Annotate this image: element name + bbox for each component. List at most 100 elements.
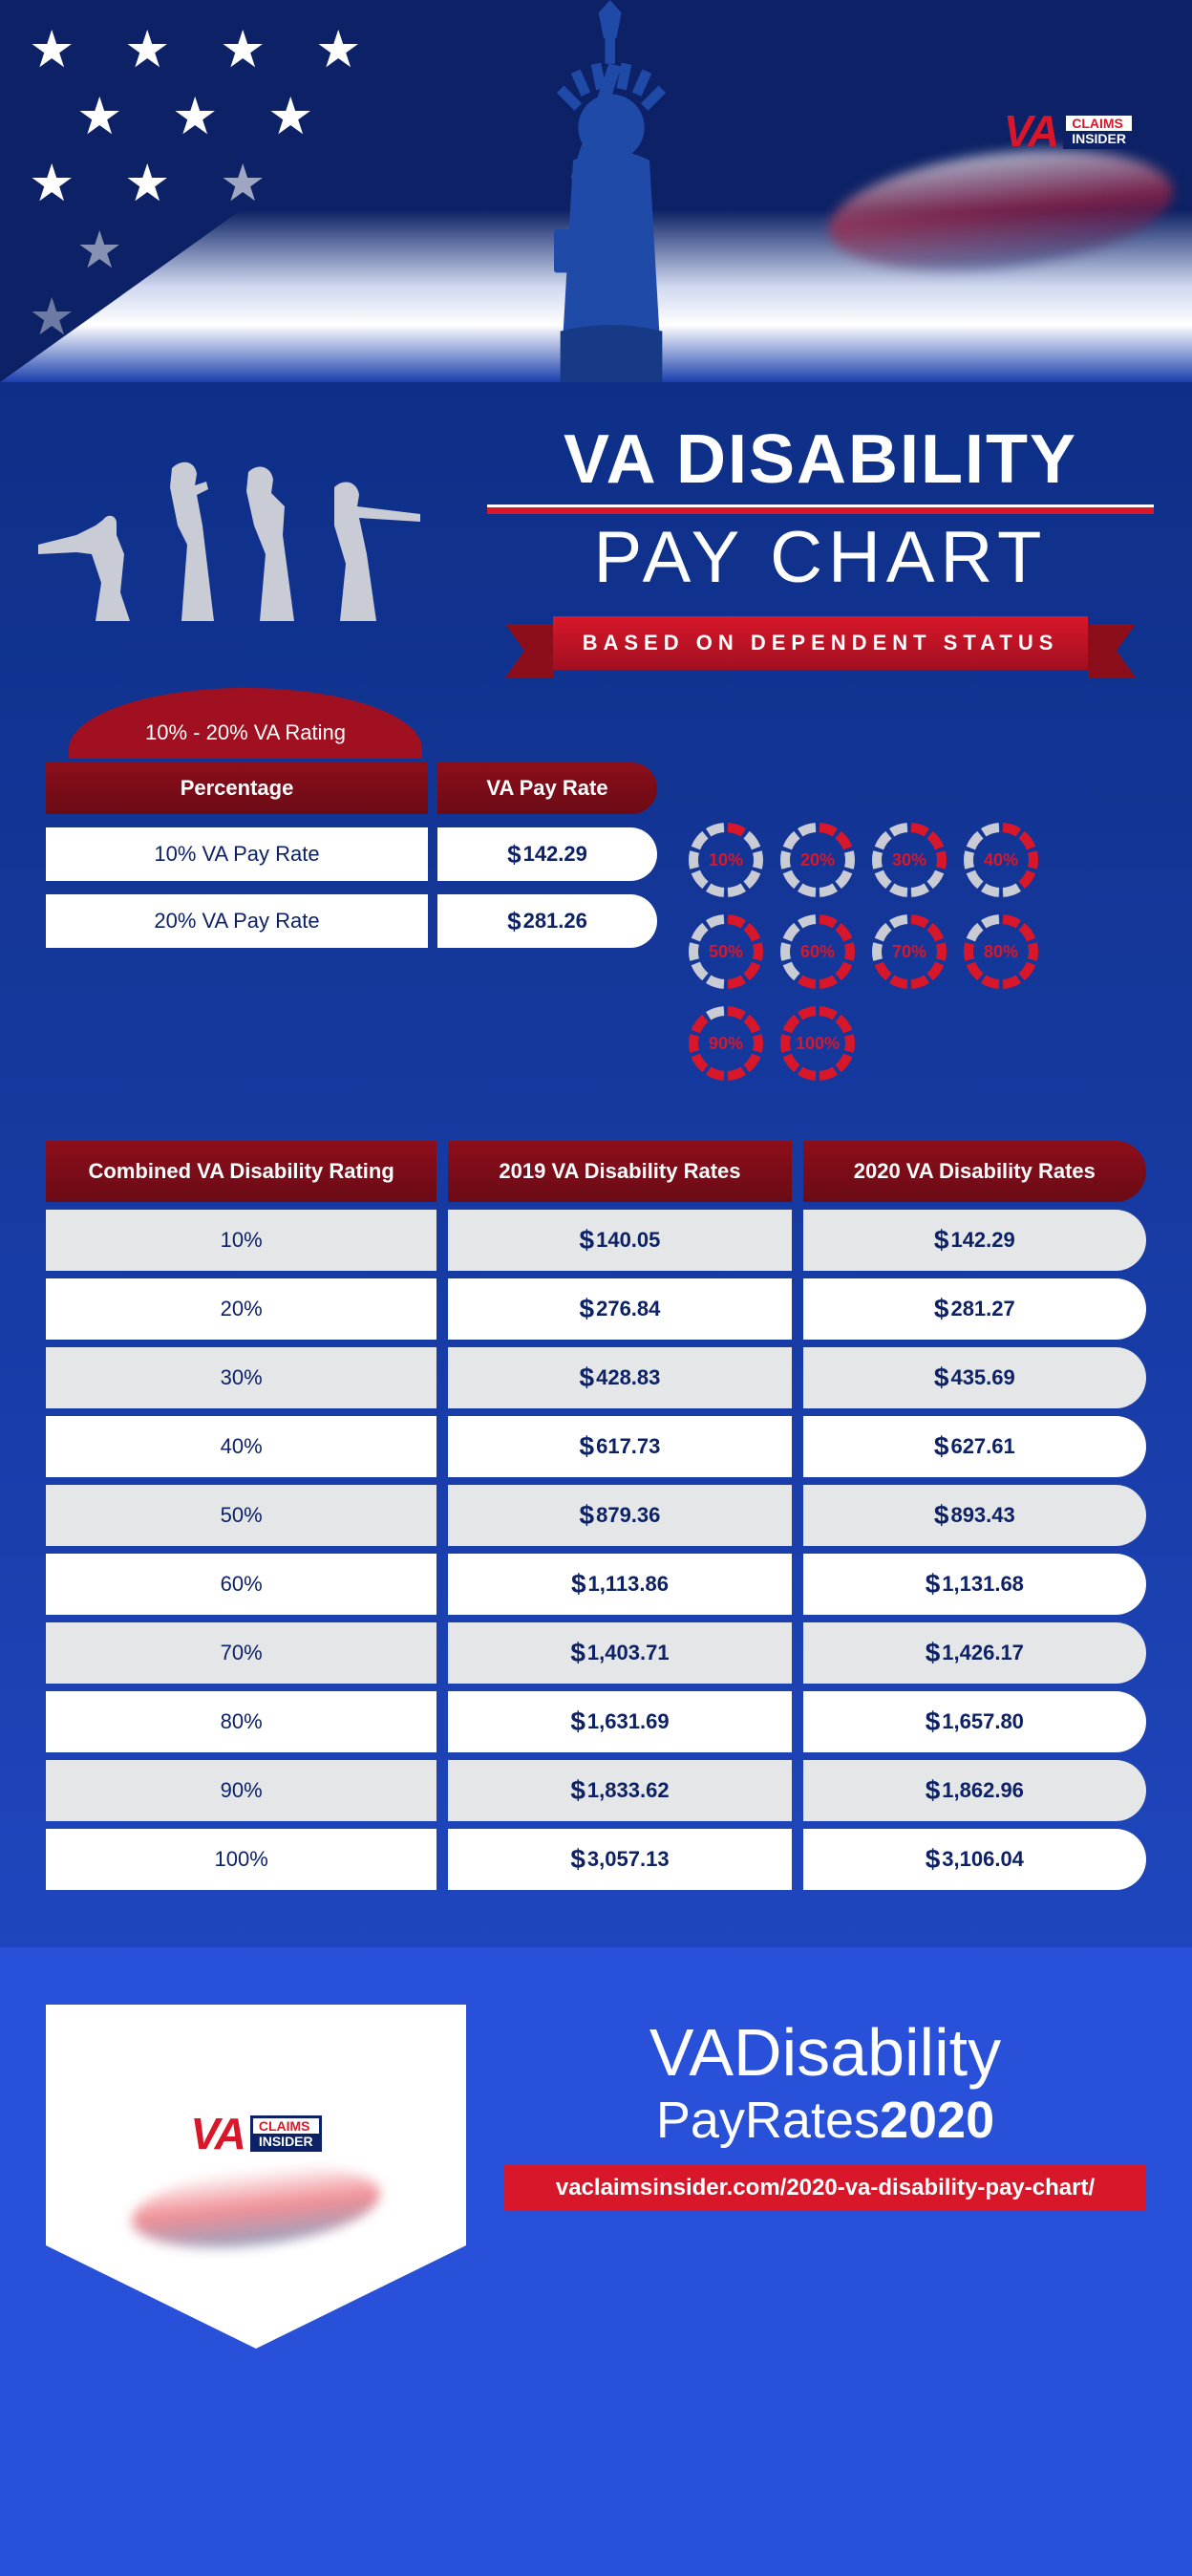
- cell-2020: $1,131.68: [803, 1554, 1146, 1615]
- flag-stars-field: ★ ★ ★ ★ ★ ★ ★ ★ ★ ★ ★ ★: [0, 0, 535, 382]
- cell-rating: 30%: [46, 1347, 436, 1408]
- title-text-block: VA DISABILITY PAY CHART BASED ON DEPENDE…: [487, 420, 1154, 670]
- big-table-header: Combined VA Disability Rating 2019 VA Di…: [46, 1141, 1146, 1202]
- dial-label: 30%: [869, 820, 949, 900]
- cell-2020: $3,106.04: [803, 1829, 1146, 1890]
- col-pay-rate: VA Pay Rate: [437, 762, 657, 814]
- dial-label: 80%: [961, 912, 1041, 992]
- cell-rating: 100%: [46, 1829, 436, 1890]
- title-section: VA DISABILITY PAY CHART BASED ON DEPENDE…: [0, 382, 1192, 688]
- ribbon-text: BASED ON DEPENDENT STATUS: [553, 616, 1088, 670]
- percentage-dials: 10%20%30%40% 50%60%70%80% 90%100%: [667, 762, 1125, 1084]
- cell-2019: $879.36: [448, 1485, 791, 1546]
- cell-rating: 60%: [46, 1554, 436, 1615]
- logo-box: CLAIMS INSIDER: [1063, 113, 1135, 149]
- logo-va-text: VA: [1004, 105, 1058, 157]
- cell-value: $142.29: [437, 827, 657, 881]
- col-percentage: Percentage: [46, 762, 428, 814]
- dial-label: 10%: [686, 820, 766, 900]
- small-pay-table: Percentage VA Pay Rate 10% VA Pay Rate$1…: [46, 762, 657, 1084]
- footer-title-1: VADisability: [504, 2014, 1146, 2091]
- percentage-dial: 40%: [961, 820, 1041, 900]
- col-combined-rating: Combined VA Disability Rating: [46, 1141, 436, 1202]
- percentage-dial: 100%: [777, 1003, 858, 1084]
- cell-label: 20% VA Pay Rate: [46, 894, 428, 948]
- col-2020-rates: 2020 VA Disability Rates: [803, 1141, 1146, 1202]
- cell-2020: $435.69: [803, 1347, 1146, 1408]
- cell-value: $281.26: [437, 894, 657, 948]
- table-row: 30%$428.83$435.69: [46, 1347, 1146, 1408]
- cell-2020: $142.29: [803, 1210, 1146, 1271]
- cell-2019: $1,113.86: [448, 1554, 791, 1615]
- footer-brand-logo: VA CLAIMS INSIDER: [190, 2108, 321, 2159]
- col-2019-rates: 2019 VA Disability Rates: [448, 1141, 791, 1202]
- footer-logo-card: VA CLAIMS INSIDER: [46, 2005, 466, 2349]
- table-row: 80%$1,631.69$1,657.80: [46, 1691, 1146, 1752]
- footer-flag-wave: [132, 2156, 380, 2258]
- title-line-2: PAY CHART: [487, 516, 1154, 599]
- table-row: 50%$879.36$893.43: [46, 1485, 1146, 1546]
- dial-label: 70%: [869, 912, 949, 992]
- infographic-page: ★ ★ ★ ★ ★ ★ ★ ★ ★ ★ ★ ★: [0, 0, 1192, 2576]
- brand-logo: VA CLAIMS INSIDER: [1004, 105, 1135, 157]
- footer-note-1: A 10% VA disability rating for 2020 is: …: [428, 2377, 1146, 2404]
- cell-rating: 20%: [46, 1278, 436, 1340]
- footer-title-block: VADisability PayRates2020 vaclaimsinside…: [504, 2005, 1146, 2349]
- footer-logo-box: CLAIMS INSIDER: [250, 2115, 322, 2152]
- table-row: 100%$3,057.13$3,106.04: [46, 1829, 1146, 1890]
- cell-2019: $276.84: [448, 1278, 791, 1340]
- percentage-dial: 50%: [686, 912, 766, 992]
- footer-title-2a: PayRates: [656, 2092, 880, 2149]
- percentage-dial: 20%: [777, 820, 858, 900]
- footer-title-2b: 2020: [880, 2092, 994, 2149]
- cell-rating: 10%: [46, 1210, 436, 1271]
- percentage-dial: 70%: [869, 912, 949, 992]
- table-row: 10%$140.05$142.29: [46, 1210, 1146, 1271]
- footer-note-2: A 20% VA disability rating for 2020 is: …: [428, 2404, 1146, 2431]
- footer-section: VA CLAIMS INSIDER VADisability PayRates2…: [0, 1947, 1192, 2576]
- percentage-dial: 90%: [686, 1003, 766, 1084]
- title-line-1: VA DISABILITY: [487, 420, 1154, 499]
- comparison-table: Combined VA Disability Rating 2019 VA Di…: [0, 1112, 1192, 1947]
- statue-of-liberty-icon: [458, 0, 764, 382]
- cell-2019: $617.73: [448, 1416, 791, 1477]
- dial-label: 100%: [777, 1003, 858, 1084]
- footer-domain: vaclaimsinsider.com: [46, 2431, 1146, 2538]
- dial-label: 20%: [777, 820, 858, 900]
- small-table-header: Percentage VA Pay Rate: [46, 762, 657, 814]
- dial-label: 40%: [961, 820, 1041, 900]
- footer-title-2: PayRates2020: [504, 2091, 1146, 2150]
- cell-2019: $140.05: [448, 1210, 791, 1271]
- soldiers-silhouette-icon: [38, 430, 439, 621]
- logo-insider: INSIDER: [1066, 131, 1132, 146]
- percentage-dial: 60%: [777, 912, 858, 992]
- table-row: 90%$1,833.62$1,862.96: [46, 1760, 1146, 1821]
- dial-label: 60%: [777, 912, 858, 992]
- cell-2019: $428.83: [448, 1347, 791, 1408]
- table-row: 40%$617.73$627.61: [46, 1416, 1146, 1477]
- cell-2020: $1,862.96: [803, 1760, 1146, 1821]
- cell-rating: 50%: [46, 1485, 436, 1546]
- footer-logo-claims: CLAIMS: [253, 2118, 319, 2134]
- footer-logo-insider: INSIDER: [253, 2134, 319, 2149]
- cell-rating: 40%: [46, 1416, 436, 1477]
- table-row: 60%$1,113.86$1,131.68: [46, 1554, 1146, 1615]
- subtitle-ribbon: BASED ON DEPENDENT STATUS: [515, 616, 1126, 670]
- cell-rating: 70%: [46, 1622, 436, 1684]
- percentage-dial: 10%: [686, 820, 766, 900]
- cell-2019: $1,403.71: [448, 1622, 791, 1684]
- cell-2019: $1,833.62: [448, 1760, 791, 1821]
- cell-2020: $1,426.17: [803, 1622, 1146, 1684]
- cell-rating: 80%: [46, 1691, 436, 1752]
- percentage-dial: 30%: [869, 820, 949, 900]
- cell-2020: $281.27: [803, 1278, 1146, 1340]
- cell-2020: $627.61: [803, 1416, 1146, 1477]
- small-table-section: 10% - 20% VA Rating Percentage VA Pay Ra…: [0, 688, 1192, 1112]
- dial-label: 90%: [686, 1003, 766, 1084]
- flag-wave-graphic: [829, 135, 1173, 286]
- logo-claims: CLAIMS: [1066, 116, 1132, 131]
- table-row: 20% VA Pay Rate$281.26: [46, 894, 657, 948]
- title-divider: [487, 504, 1154, 514]
- cell-2020: $1,657.80: [803, 1691, 1146, 1752]
- cell-rating: 90%: [46, 1760, 436, 1821]
